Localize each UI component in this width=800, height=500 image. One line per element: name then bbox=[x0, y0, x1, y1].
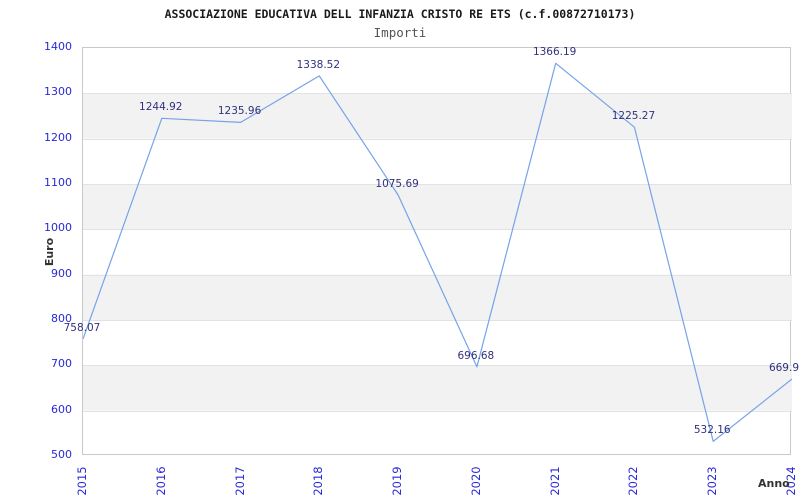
x-tick-label: 2022 bbox=[626, 466, 641, 496]
y-tick-label: 1300 bbox=[44, 85, 72, 99]
x-tick-label: 2016 bbox=[153, 466, 168, 496]
y-tick-label: 1200 bbox=[44, 130, 72, 144]
chart-title: ASSOCIAZIONE EDUCATIVA DELL INFANZIA CRI… bbox=[164, 7, 636, 21]
y-axis-title: Euro bbox=[43, 237, 56, 267]
y-tick-label: 600 bbox=[51, 402, 72, 416]
grid-band bbox=[83, 365, 792, 411]
y-tick-label: 500 bbox=[51, 448, 72, 461]
chart-subtitle: Importi bbox=[373, 25, 427, 40]
x-tick-label: 2023 bbox=[705, 466, 720, 496]
x-tick-label: 2021 bbox=[547, 466, 562, 496]
y-tick-label: 700 bbox=[51, 357, 72, 371]
x-tick-label: 2017 bbox=[232, 466, 247, 496]
data-line bbox=[83, 62, 792, 442]
y-tick-label: 1100 bbox=[44, 176, 72, 189]
plot-area bbox=[82, 47, 792, 455]
grid-band bbox=[83, 184, 792, 230]
y-tick-label: 800 bbox=[51, 312, 72, 325]
x-tick-label: 2020 bbox=[468, 466, 483, 496]
line-chart-svg bbox=[83, 62, 792, 442]
x-tick-label: 2019 bbox=[390, 466, 405, 496]
y-tick-label: 1400 bbox=[44, 40, 72, 53]
x-tick-label: 2018 bbox=[311, 466, 326, 496]
grid-band bbox=[83, 93, 792, 139]
x-tick-label: 2015 bbox=[75, 466, 89, 496]
x-axis-title: Anno bbox=[758, 477, 790, 490]
